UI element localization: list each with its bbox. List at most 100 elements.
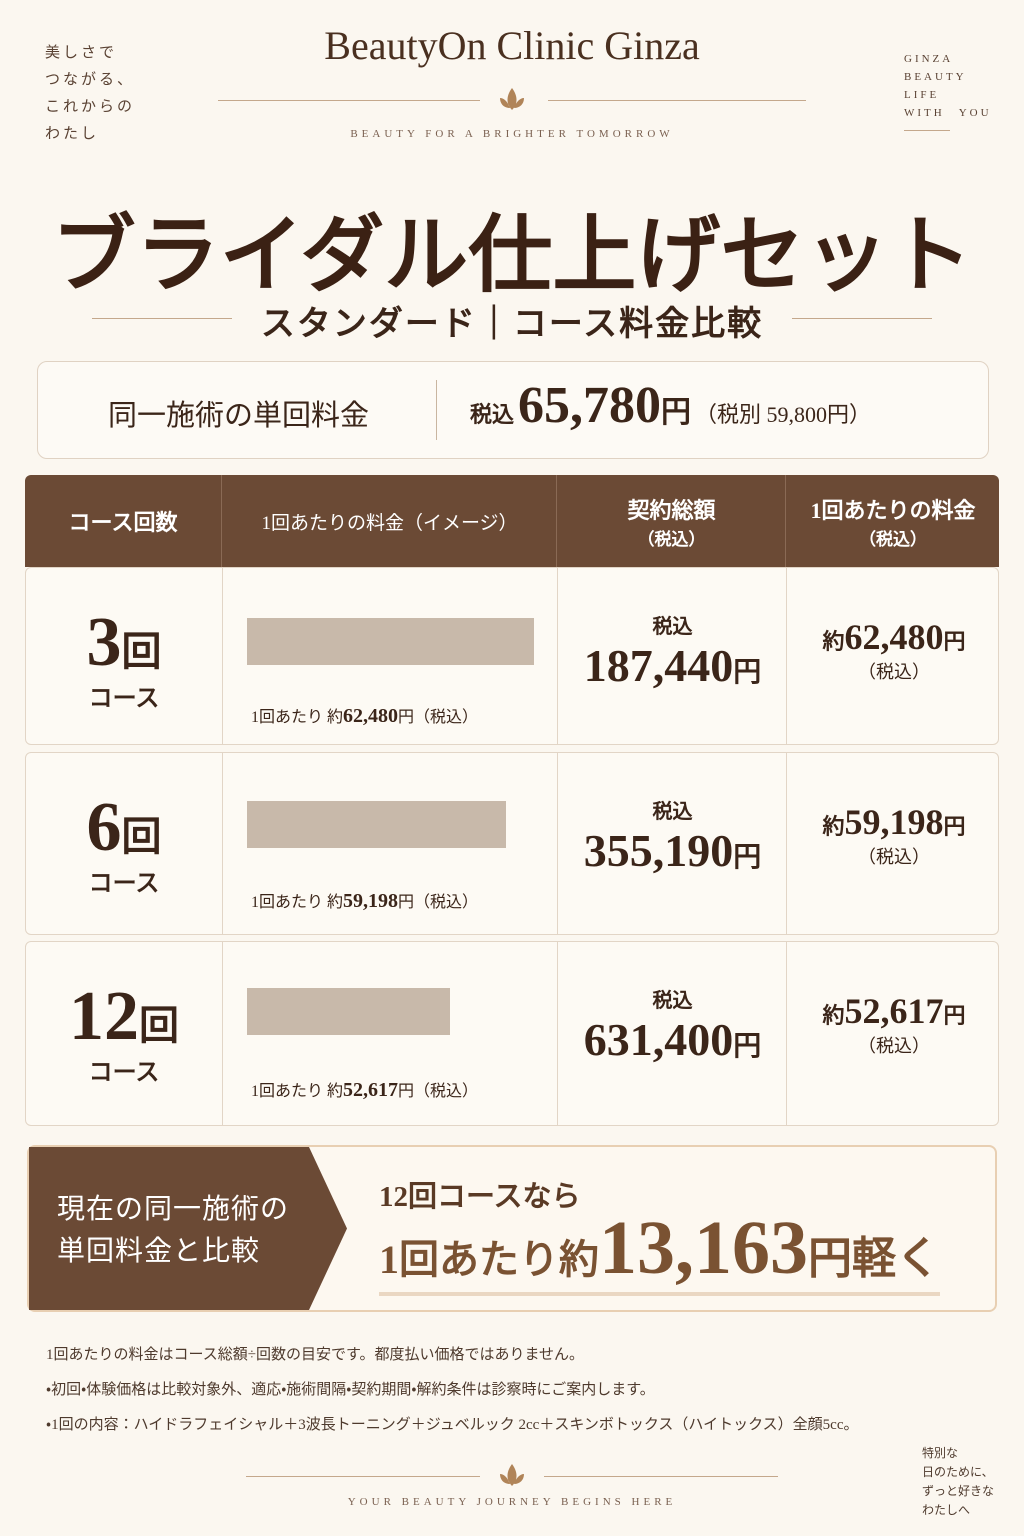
yen: 円 xyxy=(398,894,415,911)
tax: （税込） xyxy=(858,847,930,867)
total-line: 631,400円 xyxy=(558,1013,787,1066)
savings-line2: 1回あたり約13,163円軽く xyxy=(379,1205,940,1296)
main-title: ブライダル仕上げセット xyxy=(51,210,973,303)
divider xyxy=(904,130,950,131)
notes: 1回あたりの料金はコース総額÷回数の目安です。都度払い価格ではありません。 ・初回… xyxy=(46,1338,859,1443)
approx: 約 xyxy=(327,1083,344,1100)
yen: 円 xyxy=(943,1003,966,1028)
yen: 円 xyxy=(733,657,762,688)
header-text: コース回数 xyxy=(68,510,178,535)
total-line: 187,440円 xyxy=(558,639,787,692)
tax-in: 税込 xyxy=(652,616,693,638)
per-price: 62,480 xyxy=(844,617,944,657)
savings-left: 現在の同一施術の 単回料金と比較 xyxy=(57,1189,289,1273)
course: コース xyxy=(88,1060,160,1086)
header-text: 契約総額 xyxy=(627,497,716,523)
footer-line: 日のために、 xyxy=(922,1465,994,1479)
per-price: 52,617 xyxy=(844,991,944,1031)
header-text: 1回あたりの料金（イメージ） xyxy=(261,512,518,534)
course-count: 3 xyxy=(86,604,122,681)
tagline-line: つながる、 xyxy=(45,72,136,88)
tagline-line: GINZA xyxy=(904,53,954,65)
approx: 約 xyxy=(327,709,344,726)
kai: 回 xyxy=(121,814,162,859)
course-count: 6 xyxy=(86,789,122,866)
brand: BeautyOn Clinic Ginza xyxy=(324,23,700,68)
tax: （税込） xyxy=(858,662,930,682)
per-price: 59,198 xyxy=(844,802,944,842)
total: 631,400 xyxy=(583,1014,734,1065)
table-row: 12回 コース 1回あたり 約52,617円（税込） 税込 631,400円 約52,61… xyxy=(25,941,999,1126)
bar-cell: 1回あたり 約62,480円（税込） xyxy=(222,568,558,744)
total-cell: 税込 187,440円 xyxy=(557,568,787,744)
single-price: 税込 65,780円 （税別 59,800円） xyxy=(470,376,871,435)
subtitle: スタンダード｜コース料金比較 xyxy=(260,306,764,343)
tagline-line: わたし xyxy=(45,126,100,142)
count-cell: 6回 xyxy=(26,793,222,863)
per-cell: 約62,480円 （税込） xyxy=(786,568,1001,744)
divider xyxy=(548,100,806,101)
approx: 約 xyxy=(822,629,845,654)
course-count: 12 xyxy=(69,978,139,1055)
price-bar xyxy=(247,988,450,1035)
right-tagline: GINZA BEAUTY LIFE WITH YOU xyxy=(904,50,992,122)
header-note: （税込） xyxy=(859,529,927,549)
header-cell: コース回数 xyxy=(25,475,221,567)
ornament xyxy=(500,1464,524,1486)
tagline: BEAUTY FOR A BRIGHTER TOMORROW xyxy=(350,128,674,140)
tagline-line: 美しさで xyxy=(45,45,118,61)
course: コース xyxy=(88,686,160,712)
ornament xyxy=(500,88,524,110)
table-row: 3回 コース 1回あたり 約62,480円（税込） 税込 187,440円 約62,480… xyxy=(25,567,999,745)
divider xyxy=(218,100,480,101)
yen: 円 xyxy=(733,842,762,873)
header-cell: 契約総額 （税込） xyxy=(556,475,786,567)
tax: （税込） xyxy=(414,894,479,911)
divider xyxy=(246,1476,480,1477)
course: コース xyxy=(88,871,160,897)
total-cell: 税込 631,400円 xyxy=(557,942,787,1125)
price-bar xyxy=(247,618,534,665)
footer-right: 特別な 日のために、 ずっと好きな わたしへ xyxy=(922,1444,994,1520)
kai: 回 xyxy=(139,1003,179,1048)
price-bar xyxy=(247,801,507,848)
count-cell: 12回 xyxy=(26,982,222,1052)
per-time: 1回あたり xyxy=(251,1083,324,1100)
tagline-line: これからの xyxy=(45,99,136,115)
divider xyxy=(92,318,232,319)
note: ・1回の内容：ハイドラフェイシャル＋3波長トーニング＋ジュベルック 2cc＋スキ… xyxy=(46,1417,859,1433)
per-line: 約62,480円 xyxy=(787,616,1001,658)
tax-in: 税込 xyxy=(470,402,515,427)
tax: （税込） xyxy=(414,709,479,726)
kai: 回 xyxy=(121,629,162,674)
single-price-box: 同一施術の単回料金 税込 65,780円 （税別 59,800円） xyxy=(37,361,989,459)
per-price: 62,480 xyxy=(343,705,399,727)
per-cell: 約52,617円 （税込） xyxy=(786,942,1001,1125)
approx: 約 xyxy=(822,814,845,839)
savings-left-line: 現在の同一施術の xyxy=(57,1194,290,1225)
per-cell: 約59,198円 （税込） xyxy=(786,753,1001,934)
table-header xyxy=(25,475,999,567)
savings-line1: 12回コースなら xyxy=(379,1181,581,1213)
bar-cell: 1回あたり 約59,198円（税込） xyxy=(222,753,558,934)
header-cell: 1回あたりの料金（イメージ） xyxy=(221,475,557,567)
divider xyxy=(436,380,437,440)
footer-line: 特別な xyxy=(922,1446,959,1460)
per-line: 約59,198円 xyxy=(787,801,1001,843)
per-price: 59,198 xyxy=(343,890,399,912)
total: 355,190 xyxy=(583,825,734,876)
footer-line: わたしへ xyxy=(922,1503,971,1517)
divider xyxy=(544,1476,778,1477)
yen: 円 xyxy=(661,396,692,429)
per-price: 52,617 xyxy=(343,1079,399,1101)
total-line: 355,190円 xyxy=(558,824,787,877)
bar-cell: 1回あたり 約52,617円（税込） xyxy=(222,942,558,1125)
savings-left-line: 単回料金と比較 xyxy=(57,1236,261,1267)
bar-caption: 1回あたり 約62,480円（税込） xyxy=(251,703,478,728)
table-row: 6回 コース 1回あたり 約59,198円（税込） 税込 355,190円 約59,198… xyxy=(25,752,999,935)
single-price-label: 同一施術の単回料金 xyxy=(108,400,370,432)
tagline-line: BEAUTY xyxy=(904,71,967,83)
yen: 円 xyxy=(943,629,966,654)
